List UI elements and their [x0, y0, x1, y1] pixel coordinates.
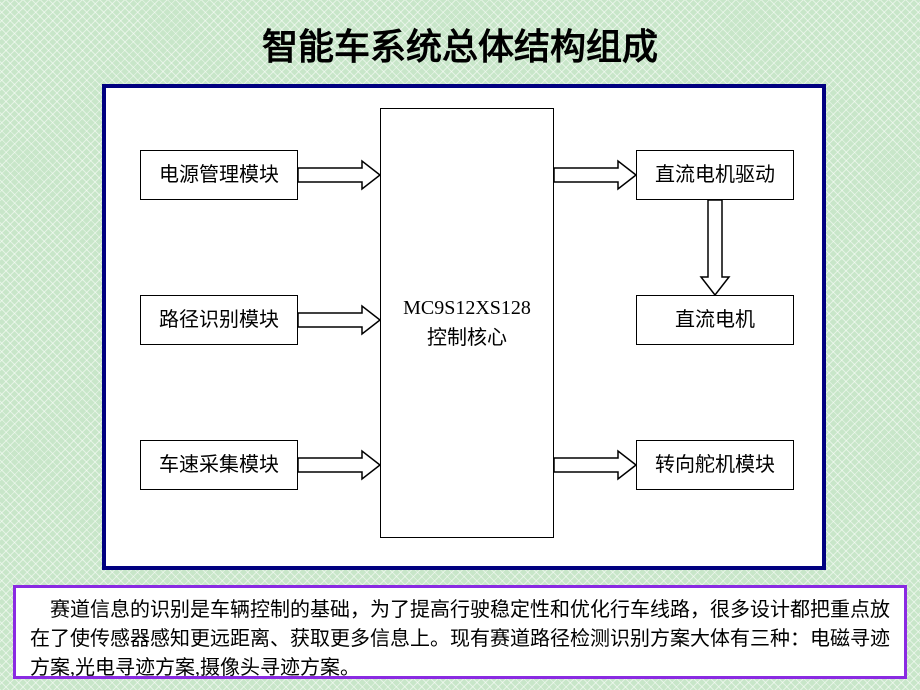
caption-frame: 赛道信息的识别是车辆控制的基础，为了提高行驶稳定性和优化行车线路，很多设计都把重… [16, 588, 904, 676]
node-power: 电源管理模块 [140, 150, 298, 200]
node-power-label: 电源管理模块 [159, 160, 279, 190]
node-driver: 直流电机驱动 [636, 150, 794, 200]
arrow-speed-to-core [298, 451, 380, 479]
node-path: 路径识别模块 [140, 295, 298, 345]
node-path-label: 路径识别模块 [159, 305, 279, 335]
node-motor: 直流电机 [636, 295, 794, 345]
page-title: 智能车系统总体结构组成 [0, 18, 920, 70]
node-speed-label: 车速采集模块 [159, 450, 279, 480]
arrow-core-to-driver [554, 161, 636, 189]
arrow-core-to-servo [554, 451, 636, 479]
node-core: MC9S12XS128 控制核心 [380, 108, 554, 538]
node-servo: 转向舵机模块 [636, 440, 794, 490]
node-driver-label: 直流电机驱动 [655, 160, 775, 190]
arrow-driver-to-motor [701, 200, 729, 295]
arrow-power-to-core [298, 161, 380, 189]
node-core-label: MC9S12XS128 控制核心 [403, 293, 531, 353]
caption-text: 赛道信息的识别是车辆控制的基础，为了提高行驶稳定性和优化行车线路，很多设计都把重… [30, 599, 890, 679]
arrow-path-to-core [298, 306, 380, 334]
node-motor-label: 直流电机 [675, 305, 755, 335]
node-servo-label: 转向舵机模块 [655, 450, 775, 480]
page-title-text: 智能车系统总体结构组成 [262, 27, 658, 67]
node-speed: 车速采集模块 [140, 440, 298, 490]
